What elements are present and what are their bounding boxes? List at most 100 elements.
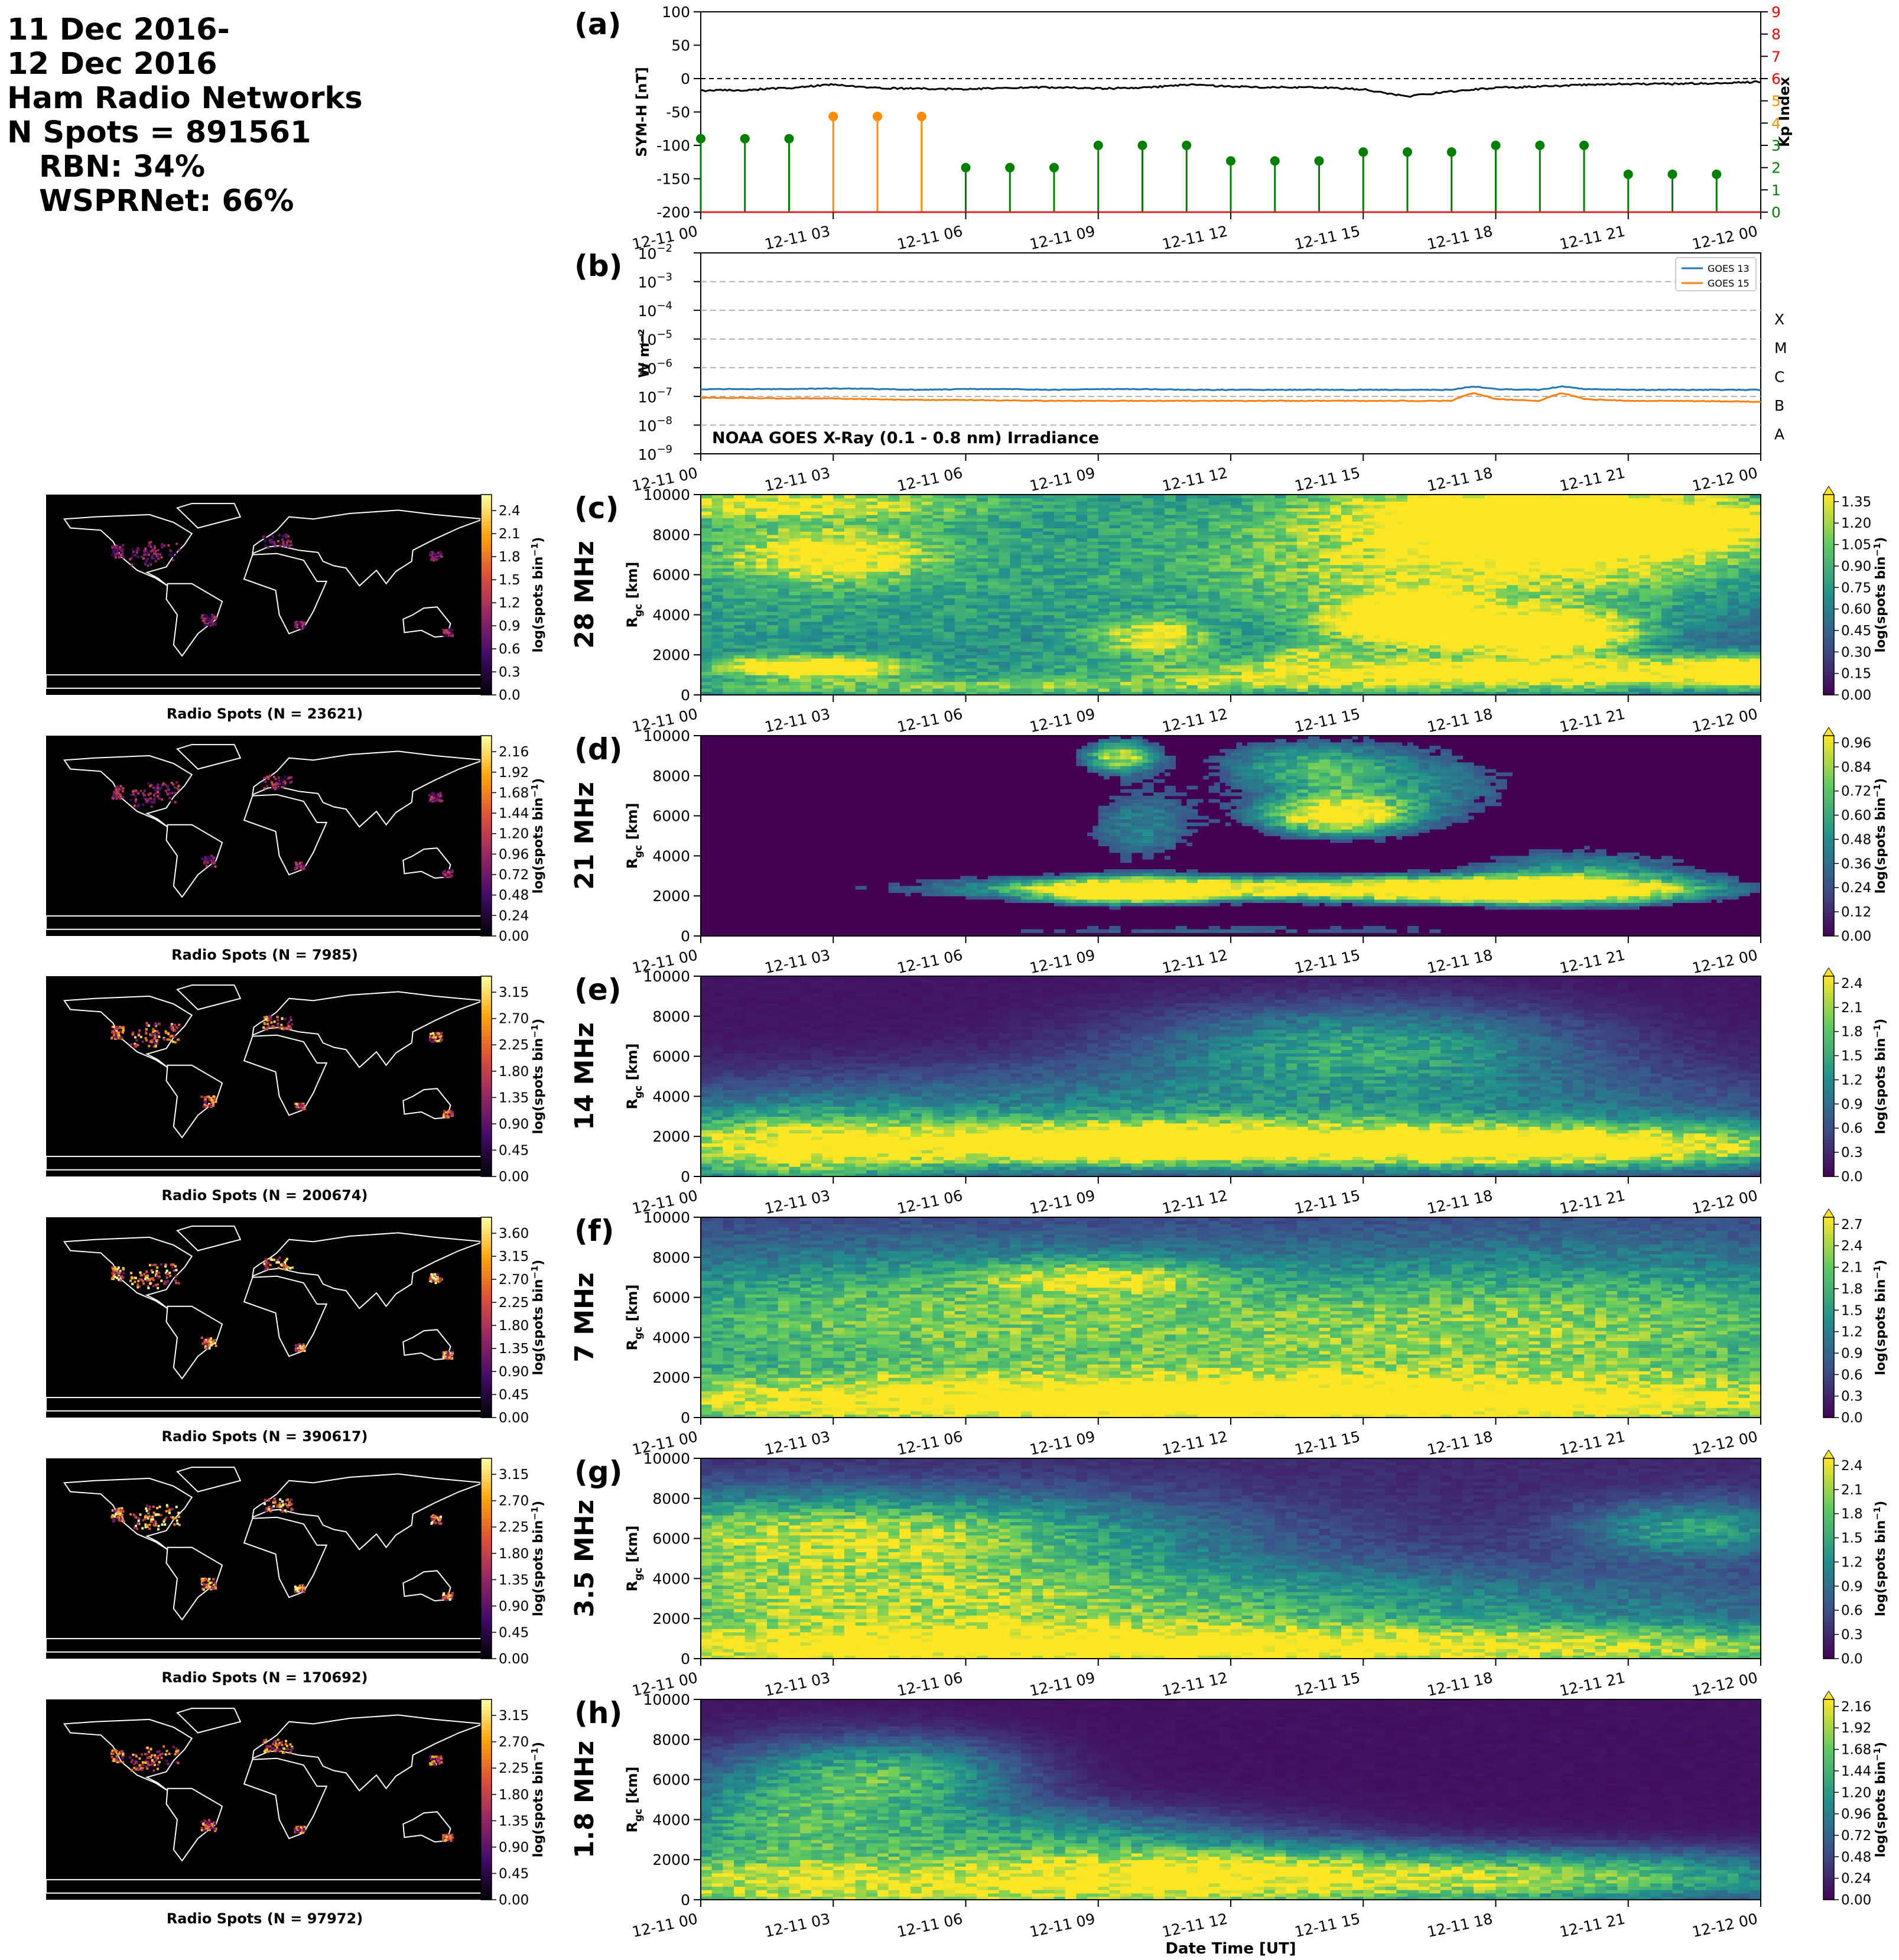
heatmap-cell <box>767 518 773 522</box>
heatmap-cell <box>806 648 812 652</box>
heatmap-cell <box>817 531 822 535</box>
heatmap-cell <box>729 605 734 609</box>
heatmap-cell <box>833 531 839 535</box>
heatmap-cell <box>795 618 801 622</box>
heatmap-cell <box>756 531 762 535</box>
heatmap-cell <box>800 535 806 538</box>
heatmap-cell <box>817 505 822 508</box>
heatmap-cell <box>817 535 822 538</box>
heatmap-cell <box>739 632 745 635</box>
heatmap-cell <box>739 505 745 508</box>
heatmap-cell <box>828 528 834 532</box>
heatmap-cell <box>723 615 729 618</box>
heatmap-cell <box>773 688 779 692</box>
heatmap-cell <box>701 525 707 528</box>
heatmap-cell <box>800 571 806 575</box>
heatmap-cell <box>739 571 745 575</box>
heatmap-cell <box>706 518 712 522</box>
heatmap-cell <box>806 508 812 512</box>
heatmap-cell <box>723 625 729 628</box>
heatmap-cell <box>778 501 784 505</box>
heatmap-cell <box>778 602 784 605</box>
heatmap-cell <box>817 612 822 615</box>
heatmap-cell <box>811 665 817 668</box>
heatmap-cell <box>811 681 817 685</box>
heatmap-cell <box>701 608 707 612</box>
heatmap-cell <box>723 638 729 642</box>
heatmap-cell <box>806 588 812 591</box>
heatmap-cell <box>811 645 817 648</box>
panel-label: (b) <box>574 249 623 283</box>
heatmap-cell <box>783 538 789 542</box>
heatmap-cell <box>817 501 822 505</box>
heatmap-cell <box>762 645 768 648</box>
heatmap-cell <box>822 632 828 635</box>
heatmap-cell <box>822 541 828 545</box>
heatmap-cell <box>783 505 789 508</box>
heatmap-cell <box>806 665 812 668</box>
heatmap-cell <box>701 618 707 622</box>
heatmap-cell <box>773 588 779 591</box>
heatmap-cell <box>817 508 822 512</box>
heatmap-cell <box>789 605 795 609</box>
heatmap-cell <box>822 501 828 505</box>
heatmap-cell <box>822 688 828 692</box>
heatmap-cell <box>734 505 740 508</box>
heatmap-cell <box>828 622 834 625</box>
x-tick-label: 12-11 15 <box>1293 223 1362 253</box>
heatmap-cell <box>833 551 839 555</box>
heatmap-cell <box>762 598 768 602</box>
heatmap-cell <box>723 645 729 648</box>
heatmap-cell <box>706 668 712 672</box>
heatmap-cell <box>773 558 779 561</box>
heatmap-cell <box>767 531 773 535</box>
heatmap-cell <box>717 518 723 522</box>
heatmap-cell <box>822 675 828 678</box>
heatmap-cell <box>811 635 817 638</box>
heatmap-cell <box>701 498 707 502</box>
heatmap-cell <box>729 508 734 512</box>
heatmap-cell <box>729 685 734 688</box>
heatmap-cell <box>773 622 779 625</box>
heatmap-cell <box>734 498 740 502</box>
heatmap-cell <box>767 561 773 565</box>
heatmap-cell <box>839 618 845 622</box>
heatmap-cell <box>734 672 740 675</box>
heatmap-cell <box>723 515 729 518</box>
heatmap-cell <box>734 568 740 571</box>
heatmap-cell <box>701 605 707 609</box>
heatmap-cell <box>822 638 828 642</box>
heatmap-cell <box>783 662 789 665</box>
heatmap-cell <box>729 545 734 548</box>
heatmap-cell <box>828 541 834 545</box>
heatmap-cell <box>739 498 745 502</box>
heatmap-cell <box>701 518 707 522</box>
heatmap-cell <box>739 555 745 558</box>
heatmap-cell <box>800 598 806 602</box>
heatmap-cell <box>750 678 756 682</box>
heatmap-cell <box>745 625 751 628</box>
heatmap-cell <box>795 625 801 628</box>
heatmap-cell <box>800 632 806 635</box>
flare-class-label: M <box>1774 340 1787 357</box>
heatmap-cell <box>729 578 734 581</box>
heatmap-cell <box>729 625 734 628</box>
heatmap-cell <box>795 681 801 685</box>
heatmap-cell <box>811 585 817 589</box>
heatmap-cell <box>844 598 850 602</box>
heatmap-cell <box>729 678 734 682</box>
heatmap-cell <box>717 571 723 575</box>
heatmap-cell <box>739 628 745 632</box>
heatmap-cell <box>750 571 756 575</box>
heatmap-cell <box>701 675 707 678</box>
heatmap-cell <box>833 628 839 632</box>
heatmap-cell <box>783 598 789 602</box>
heatmap-cell <box>817 642 822 645</box>
heatmap-cell <box>739 501 745 505</box>
heatmap-cell <box>745 675 751 678</box>
heatmap-cell <box>701 602 707 605</box>
x-tick-label: 12-12 00 <box>1690 223 1759 253</box>
heatmap-cell <box>762 538 768 542</box>
heatmap-cell <box>739 588 745 591</box>
